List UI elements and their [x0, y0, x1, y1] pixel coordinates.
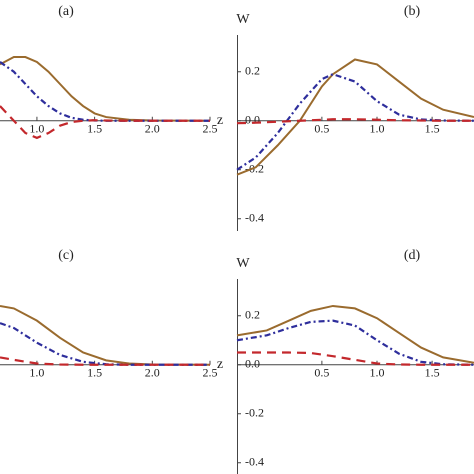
y-tick-label: 0.0	[245, 113, 260, 127]
series-line	[0, 322, 210, 366]
x-tick-label: 2.0	[145, 122, 160, 136]
x-tick-label: 1.5	[87, 122, 102, 136]
series-line	[0, 61, 210, 122]
y-tick-label: 0.0	[245, 357, 260, 371]
x-tick-label: 2.0	[145, 366, 160, 380]
y-axis-label: W	[236, 12, 250, 27]
series-line	[236, 319, 474, 366]
y-tick-label: 0.2	[245, 308, 260, 322]
x-tick-label: 1.5	[87, 366, 102, 380]
x-tick-label: 1.0	[29, 366, 44, 380]
y-tick-label: -0.2	[245, 406, 264, 420]
x-tick-label: 1.5	[425, 122, 440, 136]
series-line	[0, 356, 210, 366]
series-line	[236, 58, 474, 176]
x-tick-label: 1.5	[425, 366, 440, 380]
x-tick-label: 0.5	[314, 122, 329, 136]
x-tick-label: 0.5	[314, 366, 329, 380]
y-tick-label: -0.4	[245, 455, 264, 469]
series-line	[0, 56, 211, 122]
panel-title: (a)	[58, 4, 74, 19]
x-axis-label: z	[217, 357, 223, 372]
panel-title: (d)	[404, 248, 421, 263]
x-tick-label: 2.5	[203, 122, 218, 136]
y-tick-label: -0.4	[245, 211, 264, 225]
panel-title: (b)	[404, 4, 421, 19]
x-tick-label: 1.0	[369, 366, 384, 380]
series-line	[236, 118, 474, 125]
series-line	[0, 304, 211, 366]
x-tick-label: 2.5	[203, 366, 218, 380]
series-line	[0, 105, 210, 140]
y-tick-label: 0.2	[245, 64, 260, 78]
x-axis-label: z	[217, 113, 223, 128]
panel-title: (c)	[58, 248, 74, 263]
y-axis-label: W	[236, 256, 250, 271]
series-line	[236, 304, 474, 364]
x-tick-label: 1.0	[369, 122, 384, 136]
x-tick-label: 1.0	[29, 122, 44, 136]
